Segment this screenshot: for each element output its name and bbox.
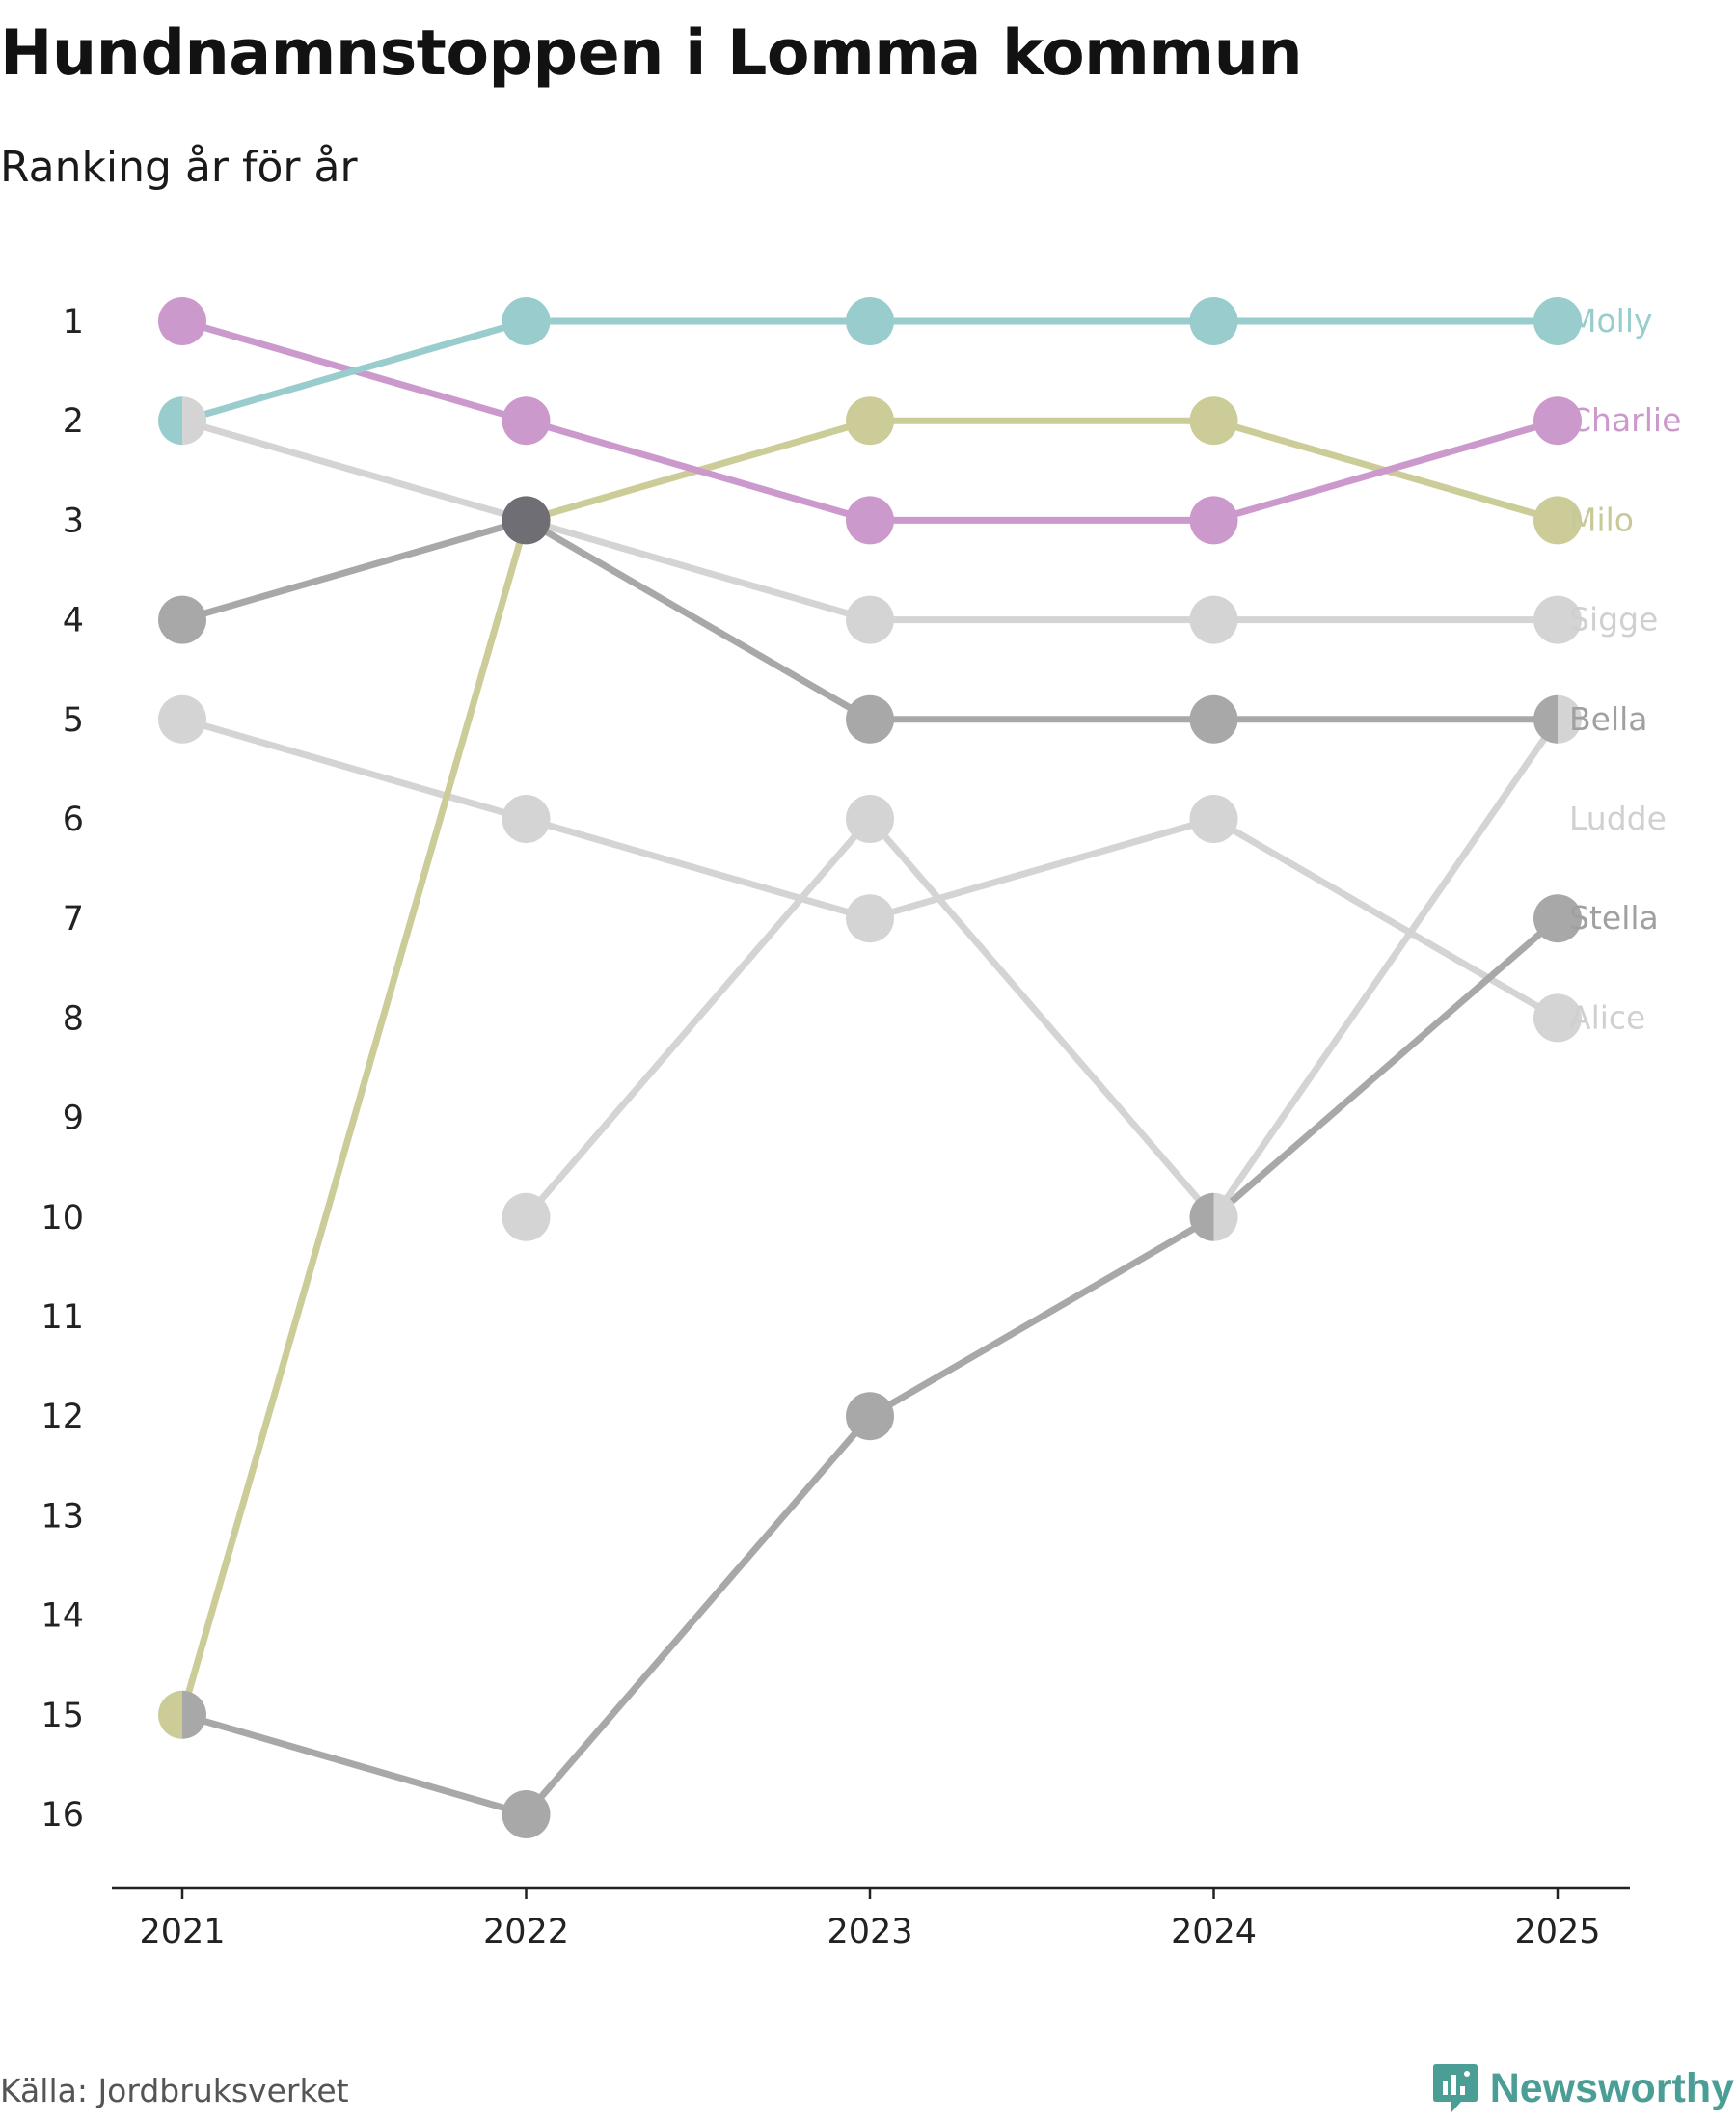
end-label-ludde: Ludde: [1569, 800, 1667, 837]
y-tick-label-14: 14: [41, 1597, 84, 1636]
end-label-milo: Milo: [1569, 501, 1634, 538]
point-molly-2021[interactable]: [158, 396, 182, 446]
y-tick-label-7: 7: [63, 900, 84, 939]
point-stella-2024[interactable]: [1189, 1192, 1214, 1241]
point-molly-2024[interactable]: [1189, 297, 1238, 345]
point-alice-2022[interactable]: [502, 795, 551, 843]
point-stella-2021[interactable]: [182, 1690, 206, 1739]
y-tick-label-4: 4: [63, 602, 84, 640]
x-tick-label-2023: 2023: [827, 1913, 912, 1951]
line-ludde: [523, 716, 1561, 1221]
y-tick-label-5: 5: [63, 701, 84, 740]
point-alice-2023[interactable]: [846, 894, 894, 943]
y-tick-label-15: 15: [41, 1697, 84, 1735]
end-label-charlie: Charlie: [1569, 401, 1681, 439]
point-bella-sigge-milo-2022[interactable]: [502, 496, 551, 545]
point-stella-2023[interactable]: [846, 1392, 894, 1441]
y-tick-label-2: 2: [63, 402, 84, 441]
point-alice-2025[interactable]: [1533, 993, 1582, 1043]
series-points: [158, 297, 1582, 1838]
series-lines: [178, 317, 1561, 1818]
point-milo-2024[interactable]: [1189, 396, 1238, 446]
end-label-bella: Bella: [1569, 700, 1648, 738]
point-bella-2024[interactable]: [1189, 694, 1238, 744]
x-tick-label-2022: 2022: [483, 1913, 569, 1951]
point-stella-2022[interactable]: [502, 1790, 551, 1838]
point-ludde-2023[interactable]: [846, 795, 894, 843]
end-label-molly: Molly: [1569, 302, 1653, 340]
point-sigge-2021[interactable]: [182, 396, 206, 446]
point-milo-2021[interactable]: [158, 1690, 182, 1739]
point-molly-2022[interactable]: [502, 297, 551, 345]
x-tick-label-2024: 2024: [1171, 1913, 1257, 1951]
line-alice: [178, 716, 1561, 1021]
y-tick-label-10: 10: [41, 1199, 84, 1238]
x-tick-label-2021: 2021: [139, 1913, 225, 1951]
point-molly-2025[interactable]: [1533, 297, 1582, 345]
end-labels: Molly Charlie Milo Sigge Bella Ludde Stella Ali…: [1569, 302, 1681, 1036]
newsworthy-logo-icon: [1432, 2064, 1478, 2112]
line-stella: [178, 914, 1561, 1818]
x-tick-label-2025: 2025: [1514, 1913, 1600, 1951]
point-charlie-2023[interactable]: [846, 496, 894, 545]
end-label-sigge: Sigge: [1569, 601, 1658, 639]
point-charlie-2021[interactable]: [158, 297, 206, 345]
end-label-alice: Alice: [1569, 998, 1645, 1036]
point-alice-2024[interactable]: [1189, 795, 1238, 843]
point-bella-2021[interactable]: [158, 595, 206, 644]
y-tick-label-16: 16: [41, 1796, 84, 1835]
point-charlie-2022[interactable]: [502, 396, 551, 446]
source-note: Källa: Jordbruksverket: [0, 2072, 349, 2109]
y-tick-label-9: 9: [63, 1100, 84, 1138]
end-label-stella: Stella: [1569, 899, 1659, 937]
y-tick-label-12: 12: [41, 1398, 84, 1436]
point-alice-2021[interactable]: [158, 694, 206, 744]
y-tick-label-6: 6: [63, 801, 84, 839]
point-ludde-2022[interactable]: [502, 1192, 551, 1241]
point-sigge-2024[interactable]: [1189, 595, 1238, 644]
y-tick-label-8: 8: [63, 999, 84, 1038]
point-milo-2023[interactable]: [846, 396, 894, 446]
point-ludde-2025[interactable]: [1558, 694, 1582, 744]
y-tick-label-1: 1: [63, 303, 84, 341]
point-milo-2025[interactable]: [1533, 496, 1582, 545]
point-bella-2025[interactable]: [1533, 694, 1558, 744]
y-tick-label-11: 11: [41, 1298, 84, 1337]
point-ludde-2024[interactable]: [1213, 1192, 1238, 1241]
point-charlie-2024[interactable]: [1189, 496, 1238, 545]
point-bella-2023[interactable]: [846, 694, 894, 744]
chart-title: Hundnamnstoppen i Lomma kommun: [0, 17, 1303, 90]
point-sigge-2023[interactable]: [846, 595, 894, 644]
chart-subtitle: Ranking år för år: [0, 143, 358, 192]
point-sigge-2025[interactable]: [1533, 595, 1582, 644]
x-axis: 2021 2022 2023 2024 2025: [112, 1886, 1630, 1951]
brand-name: Newsworthy: [1489, 2064, 1734, 2111]
point-molly-2023[interactable]: [846, 297, 894, 345]
y-tick-label-3: 3: [63, 502, 84, 540]
brand-logo[interactable]: Newsworthy: [1432, 2062, 1734, 2114]
y-tick-label-13: 13: [41, 1497, 84, 1536]
point-stella-2025[interactable]: [1533, 894, 1582, 943]
point-charlie-2025[interactable]: [1533, 396, 1582, 446]
